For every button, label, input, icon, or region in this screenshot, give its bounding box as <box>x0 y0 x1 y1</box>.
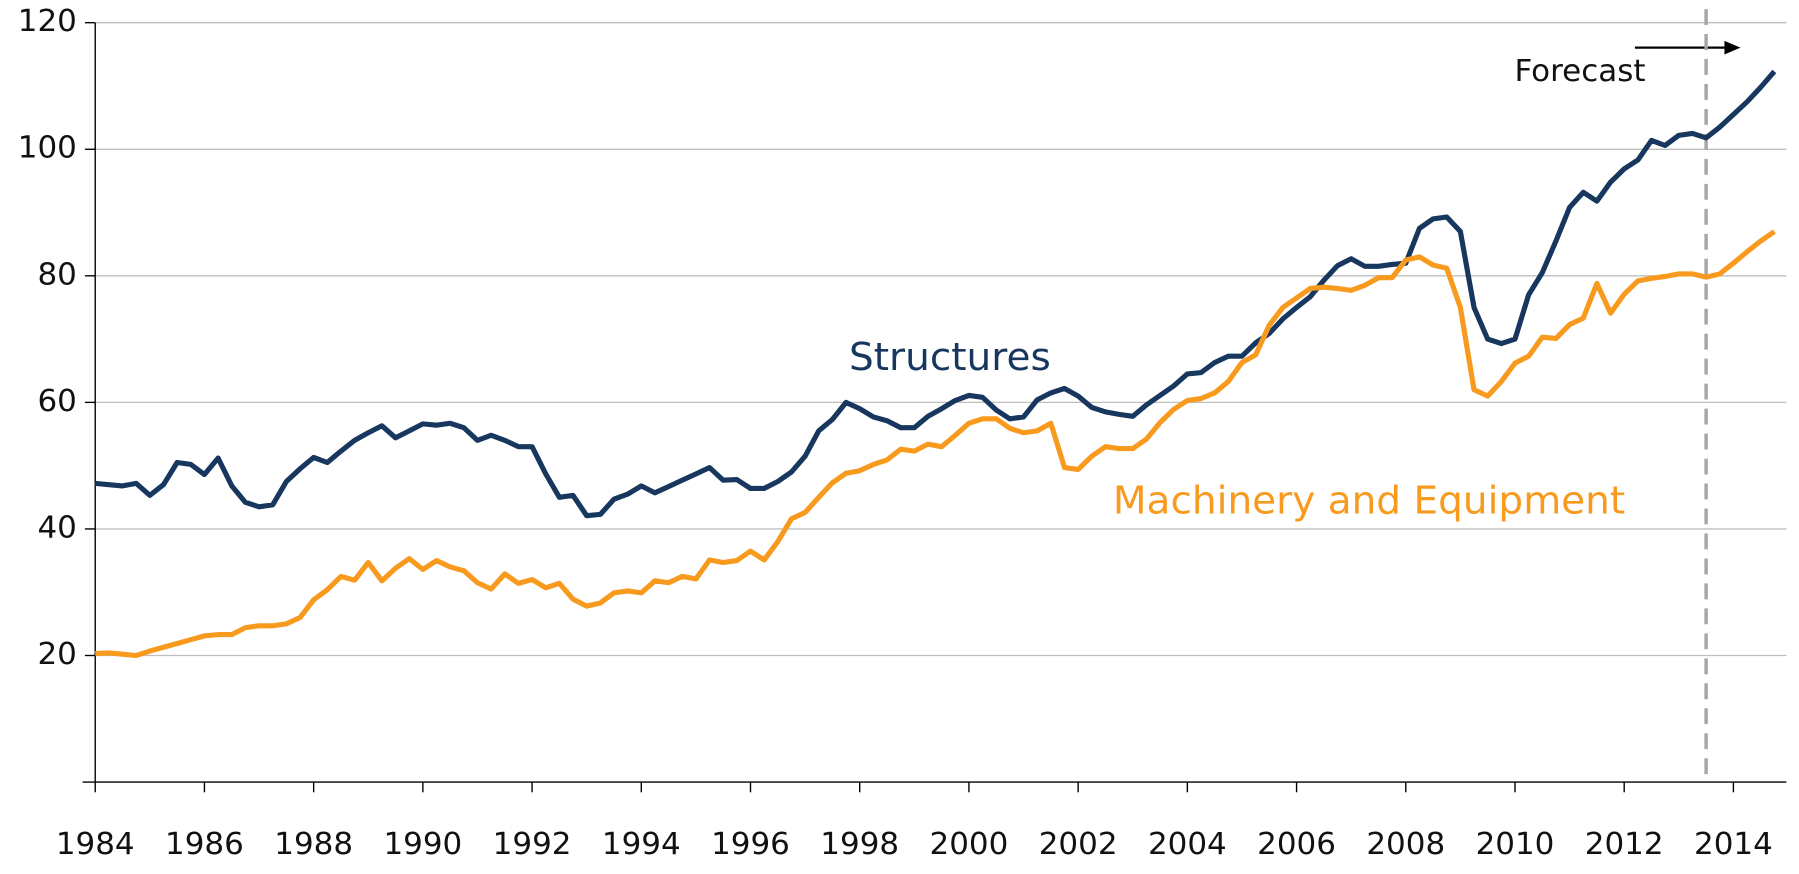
series-line <box>94 69 1777 519</box>
x-tick-label: 2014 <box>1694 826 1773 862</box>
x-tick-label: 1992 <box>493 826 572 862</box>
x-tick-label: 2010 <box>1476 826 1555 862</box>
x-tick-label: 1994 <box>602 826 681 862</box>
forecast-arrowhead <box>1724 40 1741 55</box>
x-tick-label: 1998 <box>820 826 899 862</box>
y-tick-label: 40 <box>37 510 76 546</box>
x-tick-label: 2012 <box>1585 826 1664 862</box>
series-line <box>95 229 1776 659</box>
annotation-structures: Structures <box>849 335 1051 380</box>
x-tick-label: 2008 <box>1366 826 1445 862</box>
x-tick-label: 1984 <box>56 826 135 862</box>
y-tick-label: 60 <box>37 383 76 419</box>
x-tick-label: 2000 <box>930 826 1009 862</box>
x-tick-label: 1986 <box>165 826 244 862</box>
annotation-machinery: Machinery and Equipment <box>1113 478 1625 523</box>
x-tick-label: 1996 <box>711 826 790 862</box>
x-tick-label: 1990 <box>383 826 462 862</box>
annotation-forecast: Forecast <box>1514 53 1645 89</box>
x-tick-label: 2006 <box>1257 826 1336 862</box>
x-tick-label: 2004 <box>1148 826 1227 862</box>
y-tick-label: 80 <box>37 256 76 292</box>
y-tick-label: 120 <box>18 3 77 39</box>
y-tick-label: 100 <box>18 130 77 166</box>
y-tick-label: 20 <box>37 636 76 672</box>
x-tick-label: 2002 <box>1039 826 1118 862</box>
x-tick-label: 1988 <box>274 826 353 862</box>
